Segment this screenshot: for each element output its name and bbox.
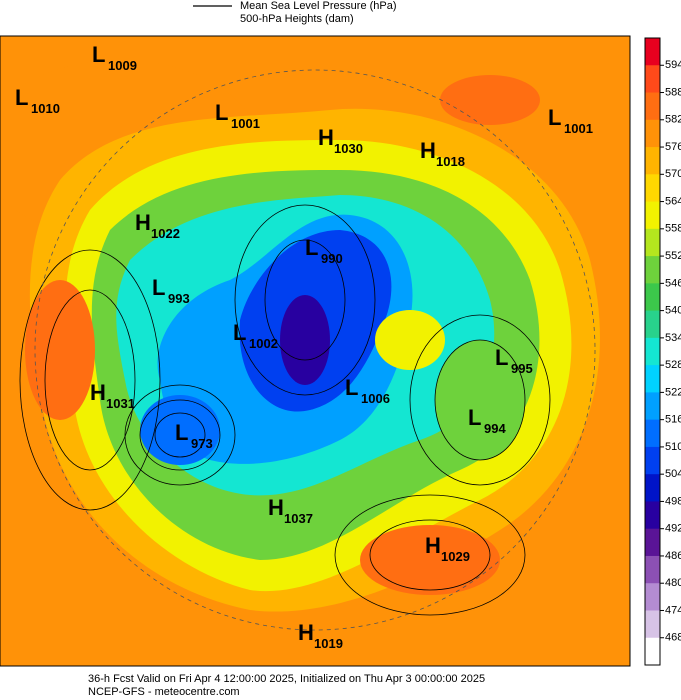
colorbar-label: 582: [665, 114, 681, 126]
center-letter: H: [268, 495, 284, 520]
center-value: 990: [321, 251, 343, 266]
colorbar-band: [645, 337, 660, 366]
colorbar-band: [645, 528, 660, 557]
colorbar-band: [645, 310, 660, 339]
colorbar-band: [645, 256, 660, 284]
center-value: 1001: [231, 116, 260, 131]
center-letter: L: [92, 42, 105, 67]
footer-valid: 36-h Fcst Valid on Fri Apr 4 12:00:00 20…: [88, 673, 485, 685]
colorbar-label: 528: [665, 359, 681, 371]
colorbar-label: 570: [665, 168, 681, 180]
colorbar-label: 522: [665, 386, 681, 398]
colorbar-band: [645, 555, 660, 584]
center-value: 1031: [106, 396, 135, 411]
center-letter: L: [548, 105, 561, 130]
center-letter: H: [425, 533, 441, 558]
center-value: 1019: [314, 636, 343, 651]
colorbar-band: [645, 65, 660, 94]
footer-source: NCEP-GFS - meteocentre.com: [88, 686, 240, 698]
colorbar-band: [645, 446, 660, 475]
center-value: 995: [511, 361, 533, 376]
center-letter: L: [215, 100, 228, 125]
center-value: 1006: [361, 391, 390, 406]
colorbar-label: 594: [665, 59, 681, 71]
center-letter: L: [175, 420, 188, 445]
colorbar-band: [645, 174, 660, 203]
colorbar-label: 492: [665, 523, 681, 535]
isobars: [19, 69, 596, 631]
center-value: 1037: [284, 511, 313, 526]
colorbar-band: [645, 419, 660, 448]
legend-pressure: Mean Sea Level Pressure (hPa): [240, 0, 397, 12]
center-letter: H: [318, 125, 334, 150]
center-value: 994: [484, 421, 506, 436]
legend-heights: 500-hPa Heights (dam): [240, 13, 354, 25]
center-value: 1002: [249, 336, 278, 351]
center-value: 1001: [564, 121, 593, 136]
center-value: 993: [168, 291, 190, 306]
colorbar-band: [645, 228, 660, 257]
colorbar-label: 480: [665, 577, 681, 589]
colorbar-band: [645, 583, 660, 611]
center-letter: L: [152, 275, 165, 300]
colorbar-label: 498: [665, 495, 681, 507]
colorbar-band: [645, 392, 660, 421]
center-letter: L: [495, 345, 508, 370]
center-letter: H: [90, 380, 106, 405]
colorbar-band: [645, 283, 660, 312]
center-value: 1022: [151, 226, 180, 241]
colorbar-band: [645, 474, 660, 502]
center-value: 973: [191, 436, 213, 451]
colorbar-label: 588: [665, 86, 681, 98]
colorbar-label: 486: [665, 550, 681, 562]
colorbar-frame: [644, 37, 661, 666]
center-value: 1018: [436, 154, 465, 169]
colorbar-band: [645, 637, 660, 666]
colorbar-band: [645, 501, 660, 530]
center-letter: H: [298, 620, 314, 645]
map-field: [0, 36, 630, 666]
colorbar-label: 540: [665, 305, 681, 317]
center-letter: L: [233, 320, 246, 345]
colorbar-label: 546: [665, 277, 681, 289]
center-letter: H: [135, 210, 151, 235]
colorbar-band: [645, 365, 660, 393]
colorbar-band: [645, 119, 660, 148]
center-letter: L: [345, 375, 358, 400]
center-value: 1009: [108, 58, 137, 73]
center-letter: L: [468, 405, 481, 430]
center-value: 1029: [441, 549, 470, 564]
center-letter: L: [305, 235, 318, 260]
colorbar-label: 474: [665, 604, 681, 616]
colorbar-band: [645, 92, 660, 121]
colorbar: 594 588 582 576 570 564 558 552 546 540 534 528 522 5…: [644, 37, 681, 666]
center-letter: H: [420, 138, 436, 163]
colorbar-label: 516: [665, 414, 681, 426]
center-value: 1030: [334, 141, 363, 156]
colorbar-band: [645, 38, 660, 66]
colorbar-band: [645, 147, 660, 175]
colorbar-label: 534: [665, 332, 681, 344]
colorbar-label: 552: [665, 250, 681, 262]
center-letter: L: [15, 85, 28, 110]
colorbar-band: [645, 201, 660, 230]
colorbar-label: 558: [665, 223, 681, 235]
colorbar-band: [645, 610, 660, 639]
colorbar-label: 504: [665, 468, 681, 480]
colorbar-label: 564: [665, 195, 681, 207]
colorbar-label: 510: [665, 441, 681, 453]
map-frame: [0, 35, 631, 667]
colorbar-label: 576: [665, 141, 681, 153]
colorbar-label: 468: [665, 632, 681, 644]
center-value: 1010: [31, 101, 60, 116]
